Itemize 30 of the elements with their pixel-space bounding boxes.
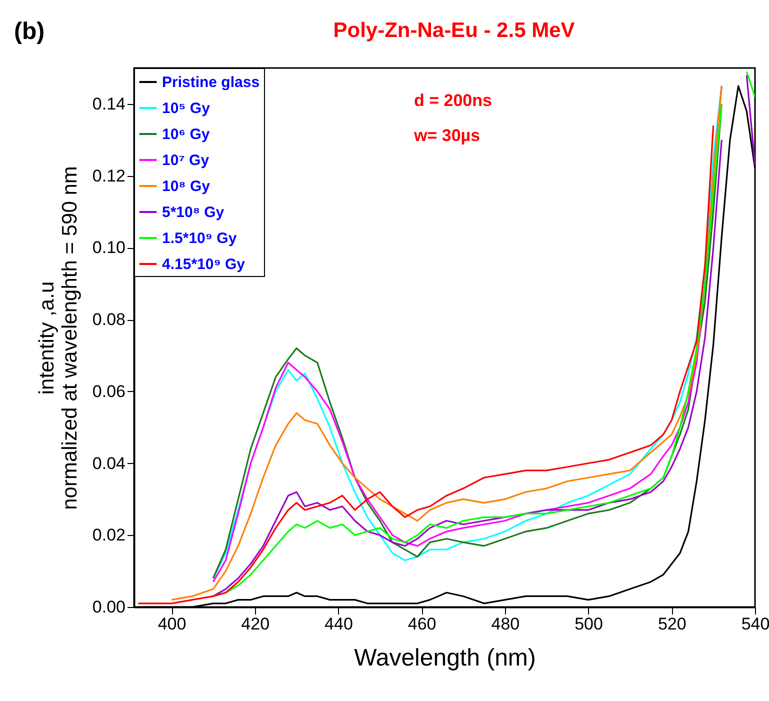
x-tick-label: 520 [658,614,686,634]
y-tick-label: 0.08 [92,310,126,330]
x-tick-label: 420 [241,614,270,634]
annotation: w= 30µs [413,126,480,145]
y-tick-label: 0.14 [92,94,126,114]
x-tick-label: 400 [158,614,186,634]
legend-label: Pristine glass [162,74,260,91]
annotation: d = 200ns [414,91,492,110]
y-tick-label: 0.00 [92,598,126,616]
legend-label: 10⁶ Gy [162,126,210,143]
x-tick-label: 440 [324,614,353,634]
y-axis-title: intentity ,a.u normalized at wavelenghth = 590 nm [35,166,82,510]
x-tick-label: 500 [574,614,603,634]
legend-label: 4.15*10⁹ Gy [162,256,246,273]
x-axis-title: Wavelength (nm) [354,644,536,672]
x-tick-label: 540 [741,614,769,634]
legend-label: 10⁷ Gy [162,152,210,169]
y-tick-label: 0.10 [92,238,126,258]
y-tick-label: 0.02 [92,526,126,545]
legend-label: 10⁵ Gy [162,100,211,117]
y-tick-label: 0.12 [92,166,126,186]
legend-label: 5*10⁸ Gy [162,204,225,221]
chart-title: Poly-Zn-Na-Eu - 2.5 MeV [333,19,575,42]
x-tick-label: 480 [491,614,520,634]
y-tick-label: 0.06 [92,382,126,401]
legend-label: 1.5*10⁹ Gy [162,230,238,247]
x-tick-label: 460 [408,614,436,634]
y-tick-label: 0.04 [92,454,126,473]
text: (b) [14,18,45,45]
legend-label: 10⁸ Gy [162,178,211,195]
